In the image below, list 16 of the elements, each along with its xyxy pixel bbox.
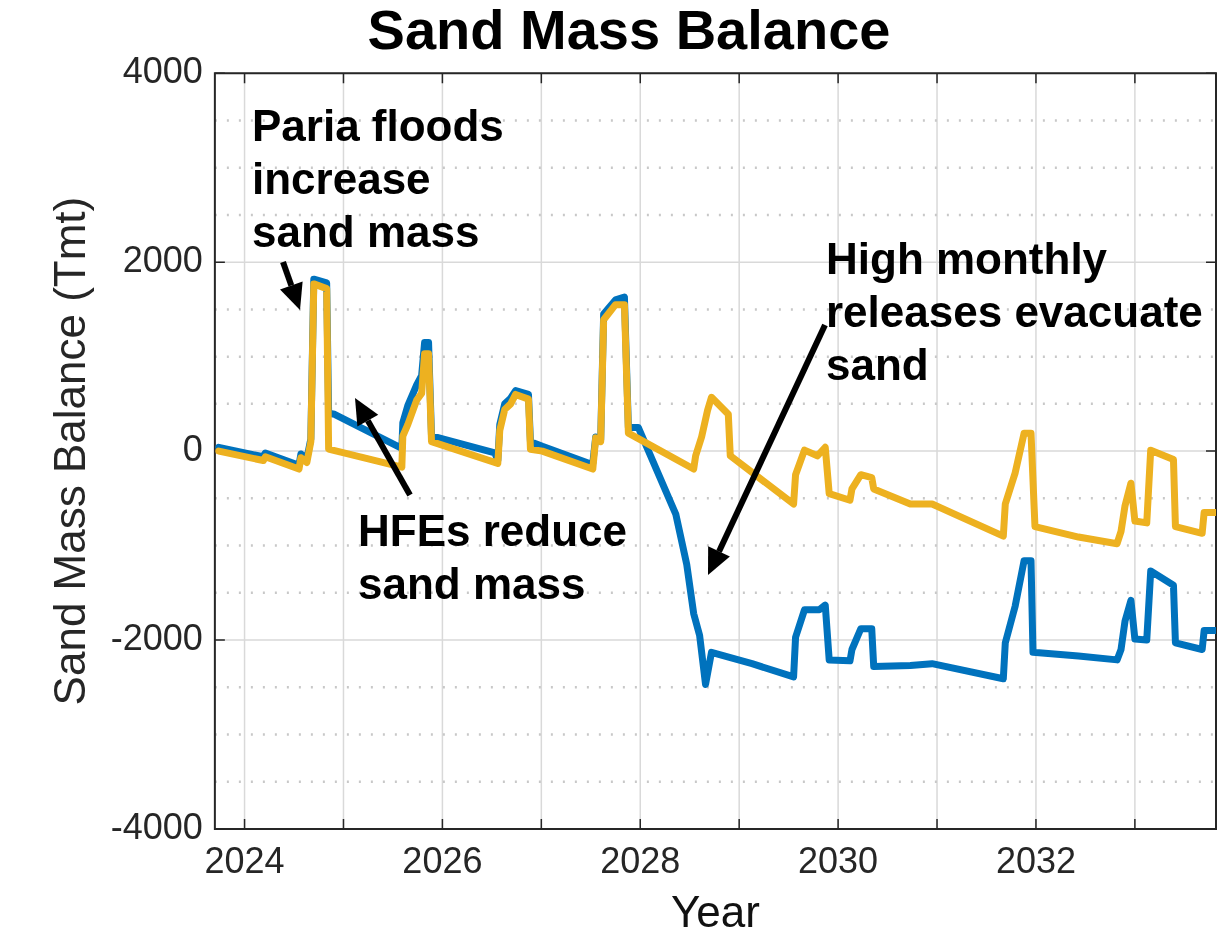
y-tick-label: 0 (182, 428, 203, 470)
x-tick-label: 2032 (995, 839, 1076, 881)
y-tick-label: -2000 (110, 616, 203, 658)
annotation: HFEs reduce sand mass (358, 505, 628, 610)
y-tick-label: 2000 (122, 239, 203, 281)
y-tick-label: -4000 (110, 805, 203, 847)
x-tick-label: 2030 (798, 839, 879, 881)
y-axis-title: Sand Mass Balance (Tmt) (44, 196, 94, 706)
x-tick-label: 2024 (204, 839, 285, 881)
chart-title: Sand Mass Balance (367, 0, 891, 62)
annotation: High monthly releases evacuate sand (826, 233, 1204, 391)
y-tick-label: 4000 (122, 50, 203, 92)
x-tick-label: 2026 (402, 839, 483, 881)
annotation: Paria floods increase sand mass (252, 100, 505, 258)
x-axis-title: Year (670, 886, 760, 936)
x-tick-label: 2028 (600, 839, 681, 881)
